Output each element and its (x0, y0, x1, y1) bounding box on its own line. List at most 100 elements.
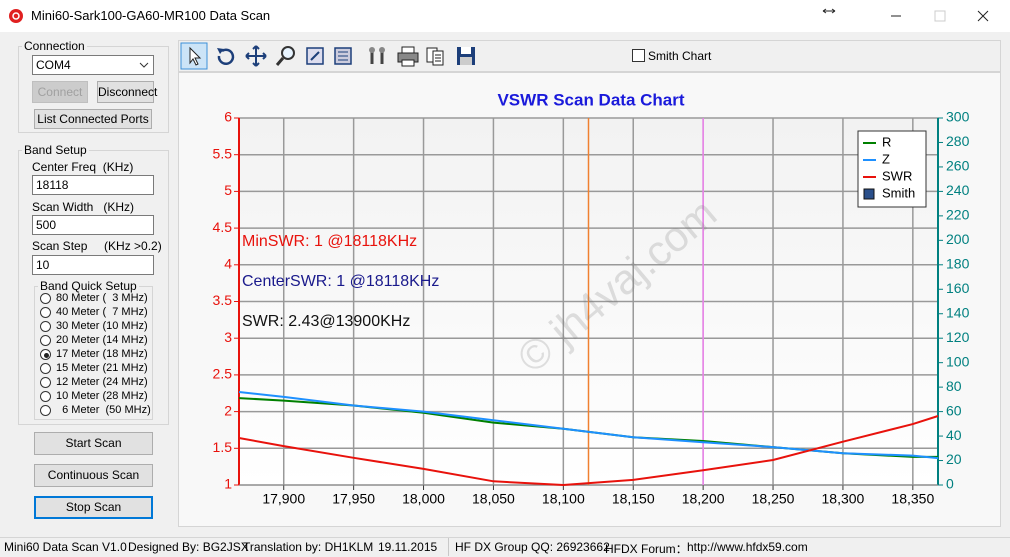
status-bar (0, 537, 1010, 556)
x-tick-label: 18,050 (472, 491, 515, 507)
radio-button[interactable] (40, 335, 51, 346)
scan-step-input[interactable]: 10 (32, 255, 154, 275)
smith-checkbox[interactable] (632, 49, 645, 62)
y-tick-label: 3 (224, 329, 232, 345)
radio-label: 30 Meter (10 MHz) (56, 320, 148, 332)
status-text: Designed By: BG2JSX (128, 540, 249, 554)
legend: RZ SWR Smith (857, 130, 927, 208)
x-tick-label: 18,000 (402, 491, 445, 507)
status-text: HF DX Group QQ: 26923662 (455, 540, 610, 554)
status-text: Mini60 Data Scan V1.0 (4, 540, 127, 554)
title-bar (0, 0, 1010, 32)
annotation: MinSWR: 1 @18118KHz (242, 233, 417, 250)
y2-tick-label: 120 (946, 329, 970, 345)
connect-button[interactable]: Connect (32, 81, 88, 103)
toolbar-icons[interactable] (180, 42, 500, 70)
y2-tick-label: 160 (946, 280, 970, 296)
field-label: Center Freq (KHz) (32, 160, 134, 174)
radio-button[interactable] (40, 363, 51, 374)
y-tick-label: 4.5 (213, 219, 233, 235)
x-tick-label: 18,200 (682, 491, 725, 507)
status-text: HFDX Forum： (605, 542, 688, 556)
y-tick-label: 3.5 (213, 292, 233, 308)
radio-label: 80 Meter ( 3 MHz) (56, 292, 148, 304)
y-tick-label: 4 (224, 256, 232, 272)
radio-button[interactable] (40, 307, 51, 318)
group-label: Band Quick Setup (38, 279, 139, 293)
window-controls[interactable] (815, 0, 1010, 32)
y-tick-label: 2 (224, 402, 232, 418)
scan-button[interactable]: Start Scan (34, 432, 153, 455)
status-text: http://www.hfdx59.com (687, 540, 808, 554)
toolbar (178, 40, 1001, 72)
port-combobox[interactable]: COM4 (32, 55, 154, 75)
y2-tick-label: 80 (946, 378, 962, 394)
radio-label: 15 Meter (21 MHz) (56, 362, 148, 374)
legend-label: Smith (882, 185, 915, 200)
field-label: Scan Width (KHz) (32, 200, 135, 214)
status-text: 19.11.2015 (378, 540, 438, 554)
scan-width-input[interactable]: 500 (32, 215, 154, 235)
y-tick-label: 5 (224, 182, 232, 198)
scan-button[interactable]: Continuous Scan (34, 464, 153, 487)
checkbox-label: Smith Chart (648, 49, 712, 63)
field-label: Scan Step (KHz >0.2) (32, 239, 162, 253)
radio-label: 17 Meter (18 MHz) (56, 348, 148, 360)
chart-title: VSWR Scan Data Chart (497, 90, 684, 109)
legend-swatch (863, 188, 875, 200)
radio-button[interactable] (40, 349, 51, 360)
disconnect-button[interactable]: Disconnect (97, 81, 157, 103)
list-ports-button[interactable]: List Connected Ports (34, 109, 152, 129)
window-title: Mini60-Sark100-GA60-MR100 Data Scan (31, 8, 271, 23)
y2-tick-label: 140 (946, 304, 970, 320)
group-label: Band Setup (22, 143, 89, 157)
radio-label: 10 Meter (28 MHz) (56, 390, 148, 402)
x-tick-label: 18,100 (542, 491, 585, 507)
radio-button[interactable] (40, 321, 51, 332)
chart: VSWR Scan Data Chart 1 1.5 2 2.5 3 3.5 4 4.5 5 5.… (178, 72, 1001, 527)
status-divider (448, 538, 449, 556)
series-line (238, 391, 939, 460)
status-text: Translation by: DH1KLM (243, 540, 374, 554)
x-tick-label: 18,300 (822, 491, 865, 507)
y2-tick-label: 180 (946, 256, 970, 272)
radio-label: 40 Meter ( 7 MHz) (56, 306, 148, 318)
legend-label: SWR (882, 168, 912, 183)
radio-label: 12 Meter (24 MHz) (56, 376, 148, 388)
connection-group (18, 46, 169, 133)
y2-tick-label: 240 (946, 182, 970, 198)
radio-button[interactable] (40, 405, 51, 416)
y2-tick-label: 300 (946, 109, 970, 125)
y2-tick-label: 200 (946, 231, 970, 247)
x-tick-label: 18,350 (891, 491, 934, 507)
series-line (238, 415, 939, 487)
scan-button[interactable]: Stop Scan (34, 496, 153, 519)
y2-tick-label: 0 (946, 476, 954, 492)
radio-button[interactable] (40, 293, 51, 304)
legend-label: Z (882, 151, 890, 166)
x-tick-label: 17,950 (332, 491, 375, 507)
x-tick-label: 17,900 (262, 491, 305, 507)
app-icon (9, 9, 23, 23)
group-label: Connection (22, 39, 87, 53)
band-setup-group (18, 150, 169, 425)
y-tick-label: 1 (224, 476, 232, 492)
x-tick-label: 18,250 (752, 491, 795, 507)
radio-dot (44, 353, 49, 358)
y-tick-label: 2.5 (213, 366, 233, 382)
y-tick-label: 5.5 (213, 145, 233, 161)
y-tick-label: 6 (224, 109, 232, 125)
dropdown-arrow (139, 62, 149, 68)
x-tick-label: 18,150 (612, 491, 655, 507)
radio-button[interactable] (40, 377, 51, 388)
radio-button[interactable] (40, 391, 51, 402)
y2-tick-label: 260 (946, 158, 970, 174)
center-freq-input[interactable]: 18118 (32, 175, 154, 195)
y2-tick-label: 220 (946, 207, 970, 223)
y2-tick-label: 100 (946, 353, 970, 369)
radio-label: 6 Meter (50 MHz) (56, 404, 151, 416)
y-tick-label: 1.5 (213, 439, 233, 455)
annotation: SWR: 2.43@13900KHz (242, 313, 410, 330)
radio-label: 20 Meter (14 MHz) (56, 334, 148, 346)
